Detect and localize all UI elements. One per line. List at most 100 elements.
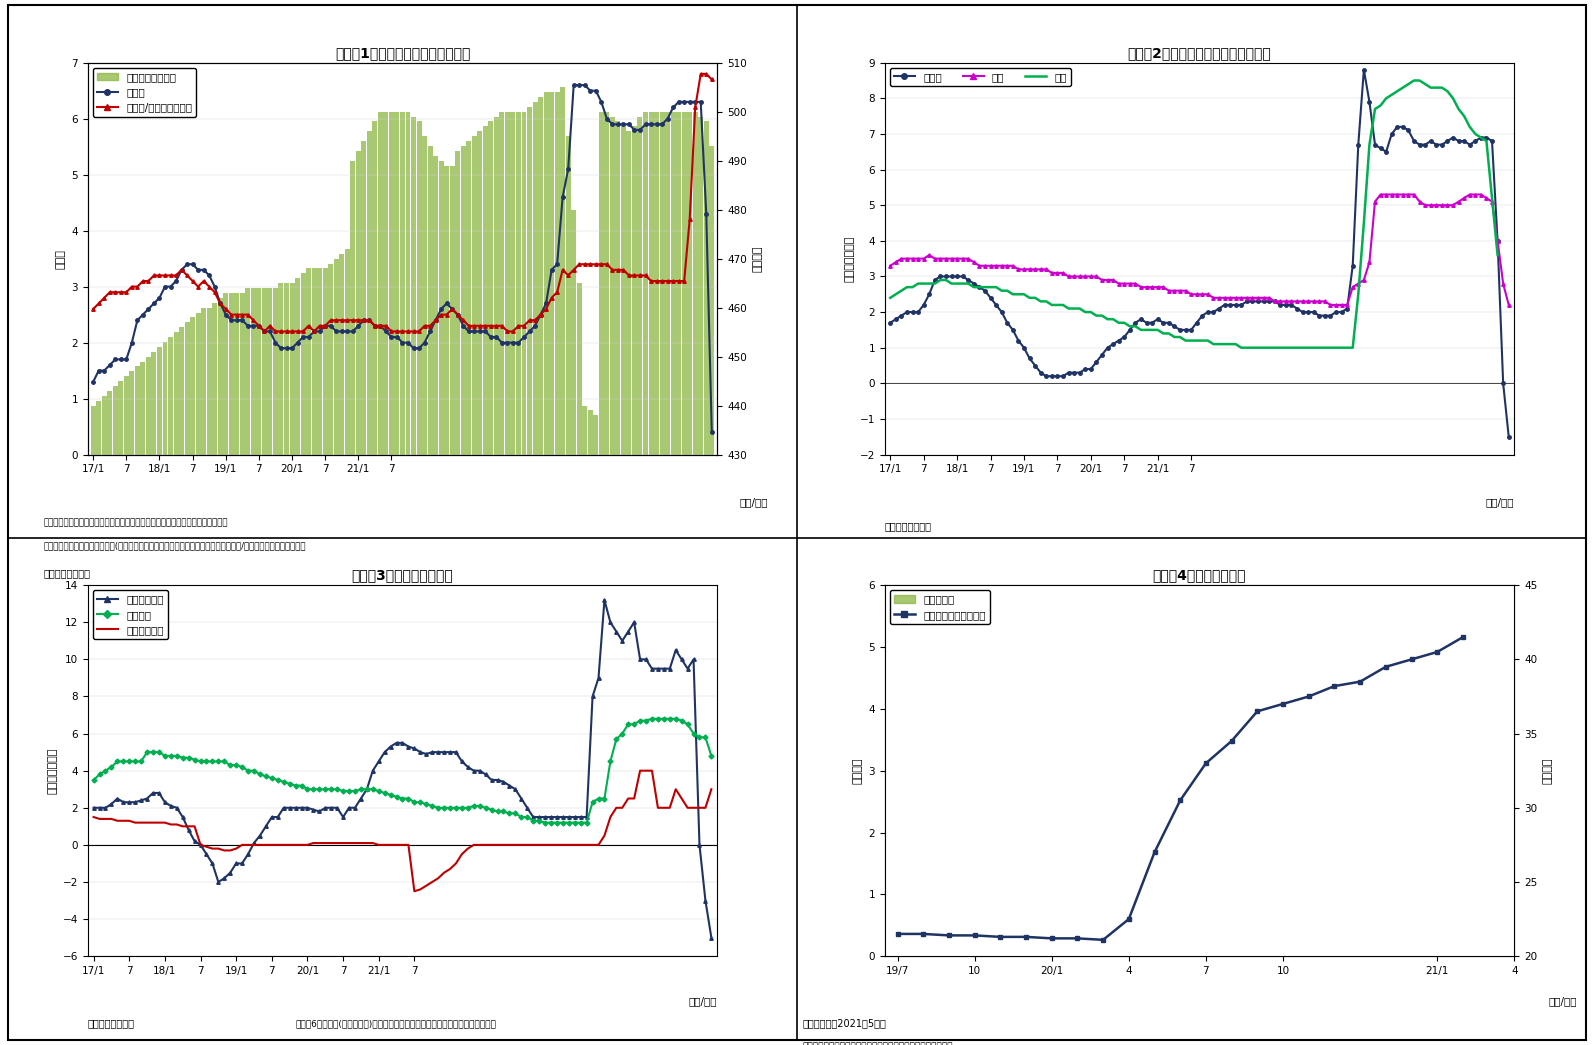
Bar	[290, 283, 295, 1045]
Bar	[521, 112, 526, 1045]
Bar	[156, 347, 163, 1045]
Bar	[505, 112, 510, 1045]
Bar	[378, 112, 383, 1045]
Text: （年/月）: （年/月）	[689, 996, 717, 1006]
Bar	[438, 161, 443, 1045]
Text: （注）直近は2021年5月分: （注）直近は2021年5月分	[803, 1019, 886, 1028]
Bar	[622, 126, 626, 1045]
Bar	[218, 298, 223, 1045]
Text: （年/月）: （年/月）	[740, 497, 768, 508]
Bar	[693, 112, 698, 1045]
Bar	[676, 112, 681, 1045]
Legend: 大・中堅企業, 中小企業, 地方公共団体: 大・中堅企業, 中小企業, 地方公共団体	[92, 590, 167, 640]
Bar	[1298, 907, 1320, 956]
Y-axis label: （前年比、％）: （前年比、％）	[46, 747, 57, 794]
Bar	[333, 259, 338, 1045]
Bar	[1143, 740, 1167, 956]
Text: （年/月）: （年/月）	[1549, 996, 1578, 1006]
Bar	[544, 92, 548, 1045]
Bar	[566, 136, 571, 1045]
Text: （注）6月分まで(末残ベース)、大・中堅企業は「法人」－「中小企業」にて算出: （注）6月分まで(末残ベース)、大・中堅企業は「法人」－「中小企業」にて算出	[295, 1020, 496, 1028]
Bar	[599, 112, 604, 1045]
Bar	[355, 150, 360, 1045]
Bar	[1349, 925, 1372, 956]
Bar	[140, 362, 145, 1045]
Bar	[1194, 740, 1218, 956]
Bar	[261, 288, 266, 1045]
Title: （図表1）　銀行貸出残高の増減率: （図表1） 銀行貸出残高の増減率	[335, 46, 470, 61]
Bar	[113, 386, 118, 1045]
Bar	[1168, 696, 1192, 956]
Bar	[654, 112, 658, 1045]
Bar	[1014, 944, 1038, 956]
Bar	[488, 121, 493, 1045]
Legend: 保証承諾額, 保証債務残高（右軸）: 保証承諾額, 保証債務残高（右軸）	[889, 590, 990, 624]
Bar	[1374, 931, 1398, 956]
Bar	[234, 293, 239, 1045]
Bar	[483, 126, 488, 1045]
Bar	[548, 92, 555, 1045]
Bar	[102, 396, 107, 1045]
Bar	[615, 121, 620, 1045]
Bar	[456, 150, 461, 1045]
Bar	[539, 97, 544, 1045]
Bar	[671, 112, 676, 1045]
Bar	[555, 92, 559, 1045]
Bar	[604, 112, 609, 1045]
Bar	[201, 307, 206, 1045]
Legend: 都銀等, 地銀, 信金: 都銀等, 地銀, 信金	[889, 68, 1071, 87]
Bar	[593, 416, 598, 1045]
Bar	[185, 322, 190, 1045]
Bar	[167, 336, 174, 1045]
Bar	[582, 405, 587, 1045]
Y-axis label: （兆円）: （兆円）	[752, 246, 762, 272]
Title: （図表2）　業態別の貸出残高増減率: （図表2） 業態別の貸出残高増減率	[1127, 46, 1272, 61]
Bar	[1092, 944, 1114, 956]
Bar	[351, 161, 355, 1045]
Bar	[135, 367, 140, 1045]
Bar	[434, 156, 438, 1045]
Bar	[528, 107, 532, 1045]
Bar	[1323, 920, 1345, 956]
Bar	[1425, 931, 1449, 956]
Bar	[250, 288, 257, 1045]
Bar	[1247, 863, 1269, 956]
Bar	[207, 307, 212, 1045]
Bar	[631, 126, 638, 1045]
Bar	[588, 411, 593, 1045]
Bar	[445, 165, 450, 1045]
Bar	[559, 87, 566, 1045]
Bar	[642, 112, 649, 1045]
Bar	[709, 146, 714, 1045]
Bar	[312, 269, 317, 1045]
Text: 特殊要因調整後の前年比＝(今月の調整後貸出残高－前年同月の調整前貸出残高）/前年同月の調整前貸出残高: 特殊要因調整後の前年比＝(今月の調整後貸出残高－前年同月の調整前貸出残高）/前年…	[43, 541, 306, 551]
Bar	[477, 132, 483, 1045]
Bar	[279, 283, 284, 1045]
Bar	[416, 121, 421, 1045]
Bar	[682, 112, 687, 1045]
Bar	[328, 263, 333, 1045]
Bar	[963, 944, 987, 956]
Bar	[1066, 944, 1089, 956]
Bar	[499, 112, 504, 1045]
Bar	[257, 288, 261, 1045]
Bar	[705, 121, 709, 1045]
Bar	[461, 146, 465, 1045]
Bar	[394, 112, 400, 1045]
Text: （資料）全国信用保証協会連合会よりニッセイ基礎研究所作成: （資料）全国信用保証協会連合会よりニッセイ基礎研究所作成	[803, 1042, 953, 1045]
Bar	[1117, 895, 1140, 956]
Bar	[179, 327, 183, 1045]
Bar	[147, 356, 151, 1045]
Bar	[450, 165, 454, 1045]
Bar	[367, 132, 371, 1045]
Bar	[886, 937, 909, 956]
Bar	[1400, 931, 1423, 956]
Bar	[988, 944, 1012, 956]
Bar	[91, 405, 96, 1045]
Bar	[230, 293, 234, 1045]
Bar	[317, 269, 322, 1045]
Y-axis label: （兆円）: （兆円）	[853, 758, 862, 784]
Bar	[96, 400, 100, 1045]
Bar	[687, 112, 692, 1045]
Bar	[649, 112, 654, 1045]
